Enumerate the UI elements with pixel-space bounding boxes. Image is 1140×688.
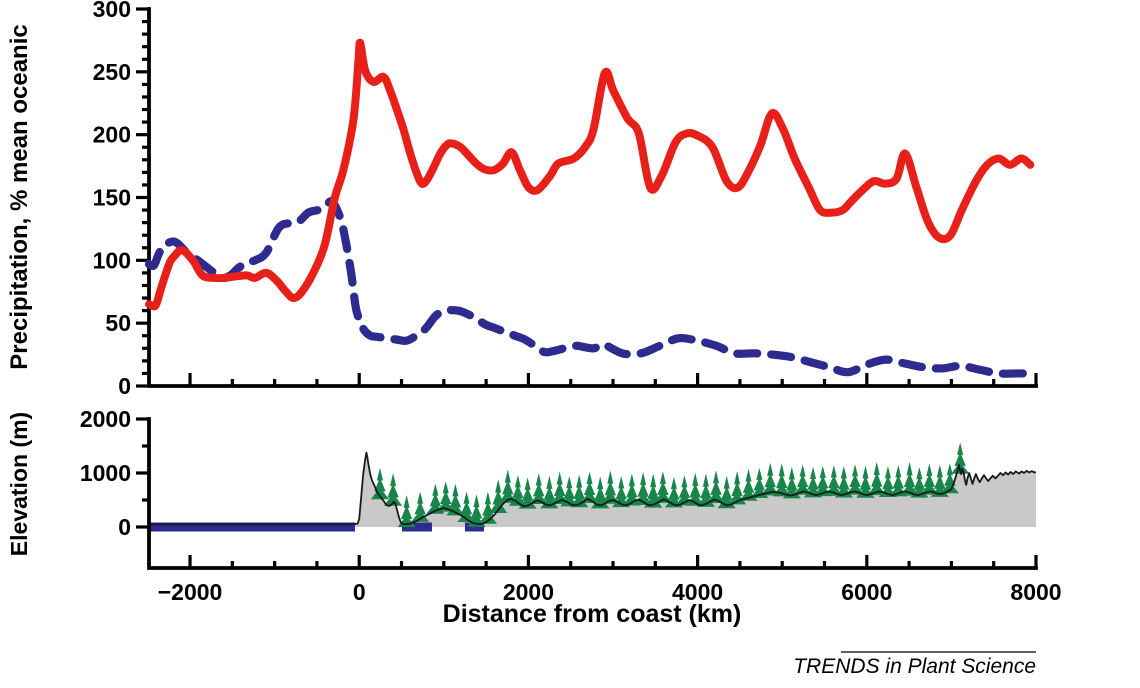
svg-text:0: 0 [118,373,131,399]
svg-text:50: 50 [105,310,131,336]
svg-text:1000: 1000 [80,460,131,486]
svg-text:200: 200 [93,122,131,148]
svg-text:8000: 8000 [1010,579,1061,605]
svg-text:Elevation (m): Elevation (m) [6,412,32,556]
svg-text:0: 0 [353,579,366,605]
svg-text:−2000: −2000 [158,579,223,605]
svg-text:2000: 2000 [80,406,131,432]
svg-text:300: 300 [93,0,131,22]
svg-text:Distance from coast (km): Distance from coast (km) [443,600,742,628]
svg-text:250: 250 [93,59,131,85]
svg-text:TRENDS in Plant Science: TRENDS in Plant Science [793,655,1036,678]
svg-text:150: 150 [93,185,131,211]
svg-text:Precipitation, % mean oceanic: Precipitation, % mean oceanic [6,24,33,369]
svg-text:6000: 6000 [841,579,892,605]
svg-text:0: 0 [118,514,131,540]
svg-text:100: 100 [93,247,131,273]
